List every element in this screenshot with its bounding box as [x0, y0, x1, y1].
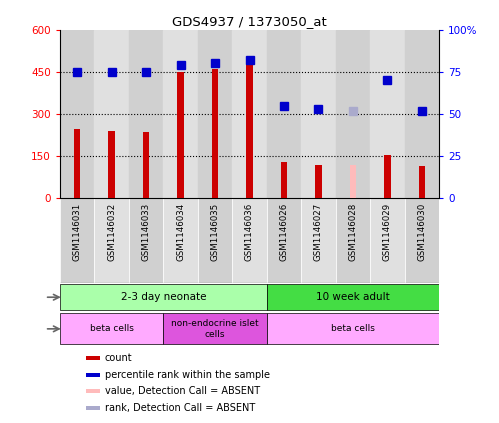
Text: value, Detection Call = ABSENT: value, Detection Call = ABSENT	[105, 386, 260, 396]
Text: GSM1146035: GSM1146035	[211, 203, 220, 261]
Text: percentile rank within the sample: percentile rank within the sample	[105, 370, 269, 380]
Text: beta cells: beta cells	[331, 324, 375, 333]
Text: GSM1146033: GSM1146033	[142, 203, 151, 261]
Bar	[198, 198, 232, 283]
Text: GSM1146031: GSM1146031	[73, 203, 82, 261]
Bar	[178, 72, 184, 198]
Bar	[94, 198, 129, 283]
Text: 2-3 day neonate: 2-3 day neonate	[121, 292, 206, 302]
Bar	[86, 406, 100, 410]
Bar	[232, 30, 267, 198]
Text: GSM1146026: GSM1146026	[279, 203, 288, 261]
Bar	[74, 129, 80, 198]
Bar	[198, 30, 232, 198]
Bar	[129, 198, 163, 283]
Bar	[60, 30, 94, 198]
Bar	[86, 389, 100, 393]
Bar	[86, 373, 100, 377]
Text: GSM1146030: GSM1146030	[417, 203, 426, 261]
Bar	[163, 198, 198, 283]
Bar	[281, 162, 287, 198]
Text: GSM1146036: GSM1146036	[245, 203, 254, 261]
Bar	[60, 313, 163, 344]
Bar	[336, 30, 370, 198]
Text: count: count	[105, 353, 132, 363]
Bar	[60, 284, 267, 310]
Bar	[301, 198, 336, 283]
Bar	[370, 30, 405, 198]
Text: beta cells: beta cells	[90, 324, 134, 333]
Bar	[384, 155, 391, 198]
Text: GSM1146028: GSM1146028	[348, 203, 357, 261]
Bar	[232, 198, 267, 283]
Bar	[419, 166, 425, 198]
Text: GSM1146029: GSM1146029	[383, 203, 392, 261]
Text: GSM1146034: GSM1146034	[176, 203, 185, 261]
Bar	[86, 356, 100, 360]
Bar	[163, 30, 198, 198]
Bar	[247, 60, 252, 198]
Bar	[129, 30, 163, 198]
Text: GSM1146032: GSM1146032	[107, 203, 116, 261]
Text: 10 week adult: 10 week adult	[316, 292, 390, 302]
Bar	[405, 30, 439, 198]
Bar	[267, 30, 301, 198]
Bar	[60, 198, 94, 283]
Bar	[370, 198, 405, 283]
Bar	[267, 284, 439, 310]
Bar	[267, 198, 301, 283]
Bar	[405, 198, 439, 283]
Bar	[315, 165, 321, 198]
Text: GSM1146027: GSM1146027	[314, 203, 323, 261]
Bar	[94, 30, 129, 198]
Bar	[350, 165, 356, 198]
Bar	[336, 198, 370, 283]
Text: rank, Detection Call = ABSENT: rank, Detection Call = ABSENT	[105, 403, 255, 413]
Text: non-endocrine islet
cells: non-endocrine islet cells	[171, 319, 259, 338]
Bar	[163, 313, 267, 344]
Bar	[267, 313, 439, 344]
Bar	[143, 132, 149, 198]
Bar	[301, 30, 336, 198]
Title: GDS4937 / 1373050_at: GDS4937 / 1373050_at	[172, 16, 327, 28]
Bar	[108, 131, 115, 198]
Bar	[212, 69, 218, 198]
